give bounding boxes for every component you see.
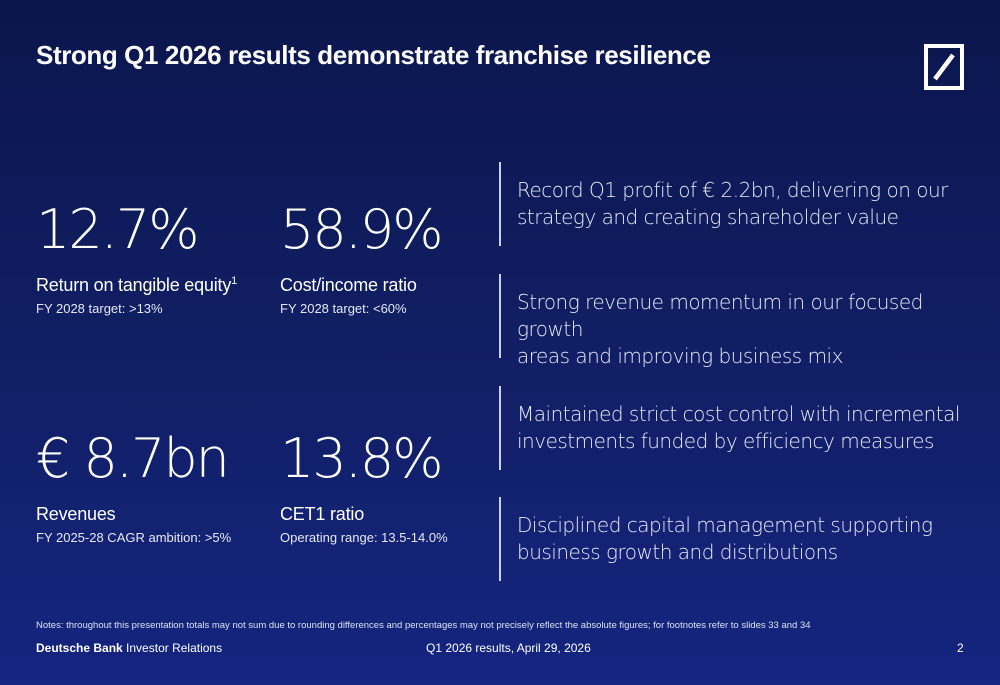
kpi-value: 58.9% [280, 198, 444, 261]
kpi-label: Cost/income ratio [280, 275, 417, 295]
highlight-text: Strong revenue momentum in our focused g… [517, 289, 969, 370]
highlight-text: Record Q1 profit of € 2.2bn, delivering … [517, 177, 969, 231]
kpi-cet1-ratio: 13.8% CET1 ratio Operating range: 13.5-1… [280, 427, 510, 546]
highlight-revenue-momentum: Strong revenue momentum in our focused g… [499, 274, 969, 368]
highlight-line: Maintained strict cost control with incr… [517, 402, 960, 426]
footer-brand: Deutsche Bank Investor Relations [36, 641, 222, 655]
highlight-line: investments funded by efficiency measure… [517, 429, 934, 453]
kpi-label: Return on tangible equity1 [36, 275, 266, 296]
kpi-label: CET1 ratio [280, 504, 365, 524]
kpi-target: Operating range: 13.5-14.0% [280, 530, 448, 545]
kpi-cost-income-ratio: 58.9% Cost/income ratio FY 2028 target: … [280, 198, 510, 317]
highlight-text: Maintained strict cost control with incr… [517, 401, 969, 455]
kpi-label-text: Return on tangible equity [36, 275, 232, 295]
kpi-return-on-tangible-equity: 12.7% Return on tangible equity1 FY 2028… [36, 198, 266, 317]
kpi-target: FY 2028 target: >13% [36, 301, 163, 316]
highlight-line: areas and improving business mix [517, 344, 843, 368]
kpi-target: FY 2028 target: <60% [280, 301, 407, 316]
highlight-line: Record Q1 profit of € 2.2bn, delivering … [517, 178, 948, 202]
deutsche-bank-logo-icon [924, 44, 964, 90]
page-number: 2 [957, 641, 964, 655]
footer-brand-name: Deutsche Bank [36, 641, 123, 655]
footnote-marker: 1 [231, 275, 238, 287]
page-title: Strong Q1 2026 results demonstrate franc… [36, 40, 711, 70]
footer-brand-suffix: Investor Relations [126, 641, 223, 655]
highlight-record-profit: Record Q1 profit of € 2.2bn, delivering … [499, 162, 969, 246]
notes: Notes: throughout this presentation tota… [36, 620, 811, 631]
kpi-value: 13.8% [280, 427, 444, 490]
highlight-line: business growth and distributions [517, 540, 838, 564]
highlight-cost-control: Maintained strict cost control with incr… [499, 386, 969, 470]
highlight-capital-management: Disciplined capital management supportin… [499, 497, 969, 581]
kpi-value: € 8.7bn [36, 427, 230, 490]
kpi-value: 12.7% [36, 198, 200, 261]
highlight-line: Disciplined capital management supportin… [517, 513, 933, 537]
kpi-revenues: € 8.7bn Revenues FY 2025-28 CAGR ambitio… [36, 427, 266, 546]
footer-date: Q1 2026 results, April 29, 2026 [426, 641, 591, 655]
highlight-line: strategy and creating shareholder value [517, 205, 899, 229]
highlight-line: Strong revenue momentum in our focused g… [517, 290, 923, 341]
kpi-target: FY 2025-28 CAGR ambition: >5% [36, 530, 232, 545]
highlight-text: Disciplined capital management supportin… [517, 512, 969, 566]
kpi-label: Revenues [36, 504, 116, 524]
